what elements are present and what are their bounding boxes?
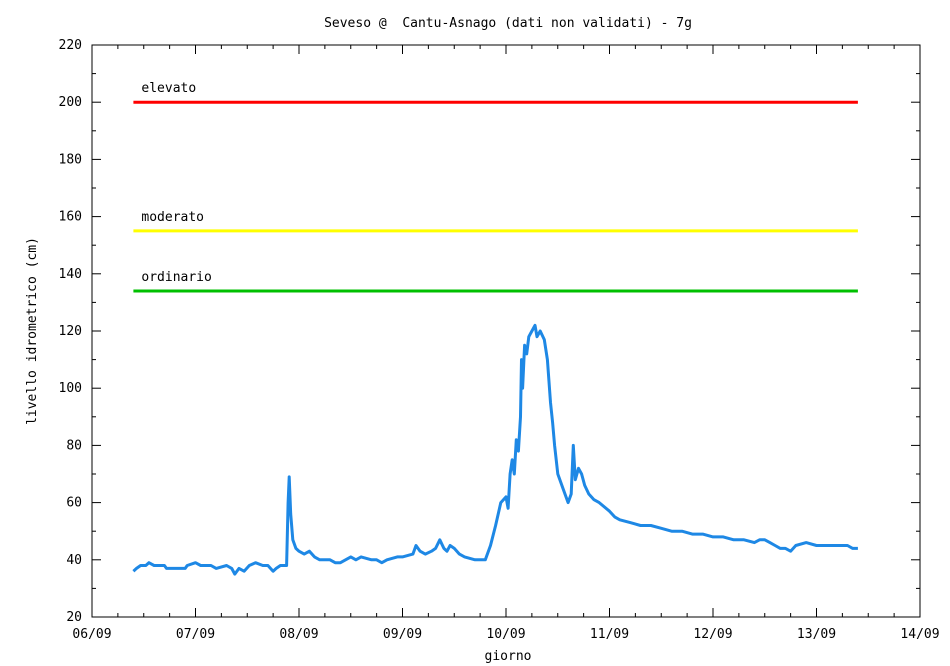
y-tick-label: 20 (66, 610, 82, 625)
x-tick-label: 10/09 (486, 627, 525, 642)
y-tick-label: 60 (66, 496, 82, 511)
y-tick-label: 100 (59, 381, 82, 396)
y-tick-label: 160 (59, 210, 82, 225)
y-tick-label: 220 (59, 38, 82, 53)
y-tick-label: 180 (59, 152, 82, 167)
x-tick-label: 09/09 (383, 627, 422, 642)
threshold-lines: elevato moderato ordinario (133, 81, 858, 293)
x-axis-label: giorno (485, 649, 532, 664)
y-tick-label: 140 (59, 267, 82, 282)
series-group (132, 323, 858, 576)
x-tick-label: 08/09 (279, 627, 318, 642)
x-tick-label: 12/09 (693, 627, 732, 642)
series-line-livello (132, 323, 858, 576)
plot-frame (91, 44, 921, 618)
y-axis: 20 40 60 80 100 120 140 160 180 200 220 (59, 38, 920, 625)
threshold-label-moderato: moderato (141, 210, 204, 225)
y-tick-label: 80 (66, 438, 82, 453)
x-tick-label: 13/09 (797, 627, 836, 642)
x-tick-label: 06/09 (72, 627, 111, 642)
threshold-label-elevato: elevato (141, 81, 196, 96)
y-axis-label: livello idrometrico (cm) (25, 237, 40, 425)
y-tick-label: 40 (66, 553, 82, 568)
x-axis: 06/09 07/09 08/09 09/09 10/09 11/09 12/09 13/09… (72, 45, 940, 642)
x-tick-label: 14/09 (900, 627, 939, 642)
x-tick-label: 07/09 (176, 627, 215, 642)
x-tick-label: 11/09 (590, 627, 629, 642)
threshold-label-ordinario: ordinario (141, 270, 211, 285)
y-tick-label: 200 (59, 95, 82, 110)
chart-title: Seveso @ Cantu-Asnago (dati non validati… (324, 16, 692, 31)
y-tick-label: 120 (59, 324, 82, 339)
